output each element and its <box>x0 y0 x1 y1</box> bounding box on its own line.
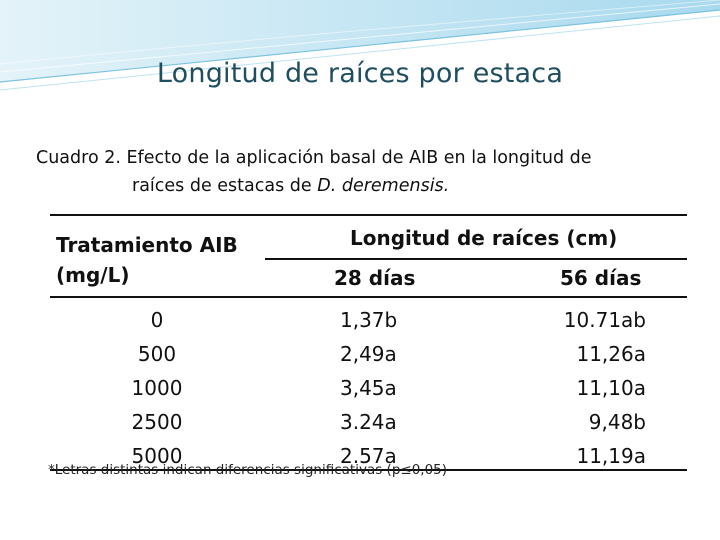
caption-text: raíces de estacas de <box>132 176 318 196</box>
table-cell: 3.24a <box>340 410 397 434</box>
footnote: *Letras distintas indican diferencias si… <box>48 462 448 478</box>
table-cell: 1,37b <box>340 308 398 332</box>
header-treatment: Tratamiento AIB (mg/L) <box>56 230 238 290</box>
table-cell: 11,26a <box>576 342 646 366</box>
table-cell: 0 <box>150 308 164 332</box>
header-treatment-label: Tratamiento AIB <box>56 233 238 257</box>
table-bottom-rule <box>50 469 687 471</box>
table-cell: 2.57a <box>340 444 397 468</box>
caption-line-1: Cuadro 2. Efecto de la aplicación basal … <box>36 148 592 168</box>
column-56-days: 10.71ab 11,26a 11,10a 9,48b 11,19a <box>540 303 646 473</box>
column-treatment: 0 500 1000 2500 5000 <box>115 303 199 473</box>
table-cell: 11,10a <box>576 376 646 400</box>
table-cell: 10.71ab <box>563 308 646 332</box>
table-cell: 2500 <box>131 410 183 434</box>
caption-line-2: raíces de estacas de D. deremensis. <box>36 172 696 200</box>
slide-title: Longitud de raíces por estaca <box>156 58 564 89</box>
table-cell: 3,45a <box>340 376 397 400</box>
header-28-days: 28 días <box>334 266 416 290</box>
header-bottom-rule <box>50 296 687 298</box>
table-cell: 11,19a <box>576 444 646 468</box>
decorative-banner <box>0 0 720 91</box>
header-56-days: 56 días <box>560 266 642 290</box>
table-caption: Cuadro 2. Efecto de la aplicación basal … <box>36 144 696 200</box>
table-top-rule <box>50 214 687 216</box>
table-cell: 1000 <box>131 376 183 400</box>
table-cell: 500 <box>137 342 177 366</box>
table-cell: 5000 <box>131 444 183 468</box>
table-cell: 9,48b <box>588 410 646 434</box>
species-name: D. deremensis. <box>317 176 450 196</box>
header-treatment-unit: (mg/L) <box>56 263 130 287</box>
table-cell: 2,49a <box>340 342 397 366</box>
group-header-rule <box>265 258 687 260</box>
column-28-days: 1,37b 2,49a 3,45a 3.24a 2.57a <box>340 303 397 473</box>
header-root-length: Longitud de raíces (cm) <box>350 226 618 250</box>
